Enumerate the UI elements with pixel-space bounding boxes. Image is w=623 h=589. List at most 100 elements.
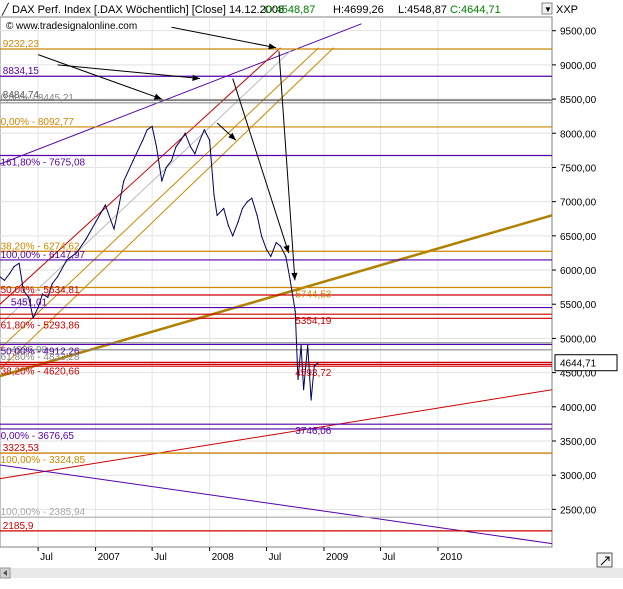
level-label: 3323,53 (3, 443, 40, 454)
plot-area[interactable] (0, 16, 553, 548)
x-tick-label: Jul (154, 552, 167, 563)
grid-layer (0, 17, 552, 547)
trendline (0, 389, 552, 480)
header-title: DAX Perf. Index [.DAX Wöchentlich] [Clos… (12, 4, 284, 16)
level-label: 100,00% - 6147,97 (1, 250, 86, 261)
price-point (275, 242, 277, 244)
annotation-arrow (37, 54, 162, 100)
source-label: www.tradesignalonline.com (15, 21, 137, 32)
chart-header: ╱ DAX Perf. Index [.DAX Wöchentlich] [Cl… (1, 2, 501, 32)
price-point (51, 283, 53, 285)
price-point (294, 310, 296, 312)
y-tick-label: 4500,00 (560, 369, 597, 380)
level-label: 4593,72 (295, 368, 332, 379)
price-point (300, 344, 302, 346)
price-point (289, 279, 291, 281)
x-tick-label: Jul (268, 552, 281, 563)
horizontal-scrollbar[interactable] (0, 568, 623, 578)
price-point (297, 378, 299, 381)
price-point (310, 399, 312, 401)
level-label: 5744,53 (295, 290, 332, 301)
price-point (241, 207, 244, 210)
annotation-arrow (278, 51, 296, 281)
trendline (0, 47, 319, 350)
level-label: 4935,98 (11, 345, 48, 356)
trendline (0, 47, 281, 305)
price-point (13, 266, 15, 268)
price-point (18, 262, 20, 264)
price-point (117, 207, 119, 210)
price-point (142, 139, 144, 141)
price-point (175, 146, 177, 148)
price-point (104, 204, 106, 206)
price-point (213, 194, 215, 196)
panel-label: XXP (556, 4, 578, 16)
price-point (161, 180, 163, 182)
level-label: 38,20% - 6274,62 (1, 241, 80, 252)
price-point (194, 153, 196, 155)
level-label: 50,00% - 4912,26 (1, 346, 80, 357)
price-point (227, 224, 229, 227)
level-label: 2185,9 (3, 521, 34, 532)
level-label: 0,00% - 3676,65 (1, 431, 75, 442)
trendline (0, 47, 334, 370)
price-point (151, 125, 153, 128)
y-tick-label: 6000,00 (560, 266, 597, 277)
level-label: 5451,01 (11, 298, 48, 309)
header-logo-icon: ╱ (1, 2, 10, 16)
price-point (265, 248, 268, 251)
level-label: 50,00% - 5634,81 (1, 285, 80, 296)
price-point (28, 296, 30, 298)
price-point (189, 146, 192, 148)
price-point (123, 180, 125, 182)
panel-menu-button[interactable] (541, 2, 553, 15)
x-tick-label: Jul (382, 552, 395, 563)
arrowhead-icon (153, 93, 162, 100)
level-label: 100,00% - 3324,85 (1, 455, 86, 466)
price-point (303, 389, 305, 391)
y-tick-label: 8000,00 (560, 129, 597, 140)
y-tick-label: 5500,00 (560, 300, 597, 311)
price-point (199, 139, 201, 141)
price-point (41, 293, 44, 295)
level-label: 100,00% - 2385,94 (1, 507, 86, 518)
y-tick-label: 4000,00 (560, 403, 597, 414)
price-point (209, 139, 211, 141)
last-price-box (554, 354, 618, 372)
header-low: L:4548,87 (398, 4, 447, 16)
x-tick-label: 2008 (212, 552, 235, 563)
annotation-arrow (232, 78, 290, 254)
price-point (132, 160, 134, 162)
level-label: 161,80% - 7675,08 (1, 157, 86, 168)
y-tick-label: 7000,00 (560, 198, 597, 209)
header-close: C:4644,71 (450, 4, 501, 16)
header-open: O:4548,87 (264, 4, 315, 16)
x-axis: Jul 2007 Jul 2008 Jul 2009 Jul 2010 (37, 547, 463, 563)
price-point (180, 139, 182, 141)
price-point (232, 235, 234, 237)
y-tick-label: 3000,00 (560, 471, 597, 482)
scroll-left-icon (3, 570, 7, 576)
price-point (146, 129, 148, 131)
price-point (155, 146, 158, 148)
price-point (285, 255, 287, 257)
price-point (184, 132, 186, 134)
x-tick-label: Jul (40, 552, 53, 563)
price-point (216, 214, 218, 216)
y-tick-label: 6500,00 (560, 232, 597, 243)
price-point (251, 197, 253, 199)
chevron-down-icon: ▼ (544, 5, 552, 14)
price-point (56, 276, 59, 278)
price-point (3, 279, 5, 281)
price-line (0, 125, 319, 401)
copyright-icon: © (6, 21, 14, 32)
price-point (66, 259, 68, 261)
expand-button[interactable] (596, 552, 613, 568)
level-label: 8484,74 (3, 90, 40, 101)
y-tick-label: 7500,00 (560, 163, 597, 174)
level-label-layer: 9232,23 8834,15 8484,740,00% - 8445,21 0,00… (1, 39, 332, 532)
annotation-arrow (57, 64, 200, 80)
y-tick-label: 9500,00 (560, 27, 597, 38)
